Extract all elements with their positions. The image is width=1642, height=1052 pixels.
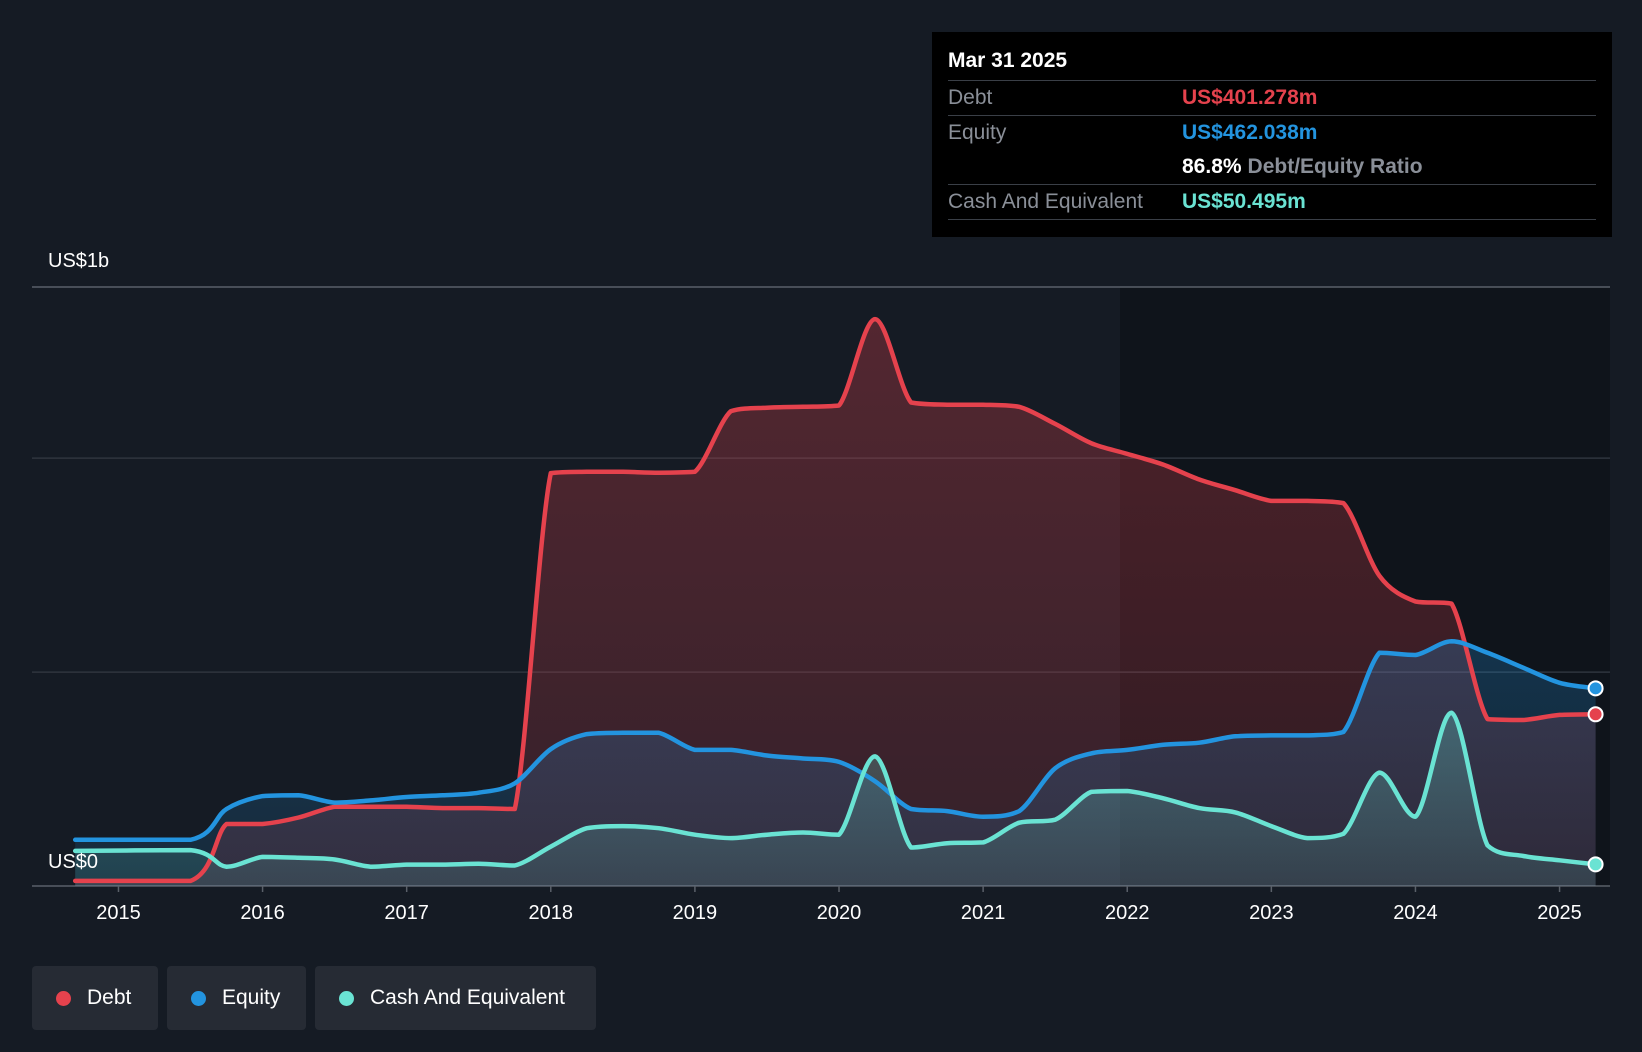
equity-end-marker[interactable] bbox=[1587, 680, 1604, 697]
tooltip-debt-value: US$401.278m bbox=[1182, 86, 1318, 109]
tooltip-debt-row: Debt US$401.278m bbox=[948, 80, 1596, 115]
legend-item-equity[interactable]: Equity bbox=[167, 966, 306, 1030]
legend-item-cash[interactable]: Cash And Equivalent bbox=[315, 966, 596, 1030]
tooltip-ratio-row: 86.8% Debt/Equity Ratio bbox=[948, 150, 1596, 184]
x-tick-label-2019: 2019 bbox=[673, 902, 718, 924]
x-tick-label-2018: 2018 bbox=[529, 902, 574, 924]
tooltip-cash-label: Cash And Equivalent bbox=[948, 190, 1143, 213]
x-tick-label-2023: 2023 bbox=[1249, 902, 1294, 924]
y-axis-bottom-label: US$0 bbox=[48, 851, 99, 873]
series-lines bbox=[72, 316, 1598, 884]
x-tick-label-2022: 2022 bbox=[1105, 902, 1150, 924]
cash-series-line bbox=[72, 710, 1598, 869]
tooltip-ratio-label: Debt/Equity Ratio bbox=[1247, 155, 1423, 178]
y-axis-top-label: US$1b bbox=[48, 250, 110, 272]
tooltip-equity-row: Equity US$462.038m bbox=[948, 115, 1596, 150]
x-tick-label-2017: 2017 bbox=[384, 902, 429, 924]
cash-end-marker[interactable] bbox=[1587, 856, 1604, 873]
tooltip-cash-row: Cash And Equivalent US$50.495m bbox=[948, 184, 1596, 220]
cash-area bbox=[75, 712, 1596, 886]
legend: Debt Equity Cash And Equivalent bbox=[32, 966, 596, 1030]
x-tick-label-2024: 2024 bbox=[1393, 902, 1438, 924]
debt-end-marker[interactable] bbox=[1587, 706, 1604, 723]
end-markers bbox=[1587, 680, 1604, 873]
x-axis-ticks: 2015 2016 2017 2018 2019 2020 2021 2022 2023 2024… bbox=[96, 886, 1582, 924]
tooltip-ratio-value: 86.8% bbox=[1182, 155, 1242, 178]
x-tick-label-2021: 2021 bbox=[961, 902, 1006, 924]
x-tick-label-2025: 2025 bbox=[1537, 902, 1582, 924]
equity-dot-icon bbox=[191, 990, 206, 1006]
legend-equity-label: Equity bbox=[222, 986, 281, 1009]
tooltip-debt-label: Debt bbox=[948, 86, 993, 109]
series-areas bbox=[75, 319, 1596, 887]
equity-series-line bbox=[72, 639, 1598, 843]
x-tick-label-2020: 2020 bbox=[817, 902, 862, 924]
x-tick-label-2016: 2016 bbox=[240, 902, 285, 924]
tooltip-cash-value: US$50.495m bbox=[1182, 190, 1306, 213]
debt-series-line bbox=[72, 316, 1598, 884]
tooltip-panel: Mar 31 2025 Debt US$401.278m Equity US$4… bbox=[932, 32, 1612, 237]
debt-dot-icon bbox=[56, 990, 71, 1006]
legend-debt-label: Debt bbox=[87, 986, 132, 1009]
tooltip-equity-value: US$462.038m bbox=[1182, 121, 1318, 144]
tooltip-equity-label: Equity bbox=[948, 121, 1007, 144]
legend-item-debt[interactable]: Debt bbox=[32, 966, 158, 1030]
legend-cash-label: Cash And Equivalent bbox=[370, 986, 565, 1009]
tooltip-date: Mar 31 2025 bbox=[948, 49, 1068, 72]
x-tick-label-2015: 2015 bbox=[96, 902, 141, 924]
cash-dot-icon bbox=[339, 990, 354, 1006]
